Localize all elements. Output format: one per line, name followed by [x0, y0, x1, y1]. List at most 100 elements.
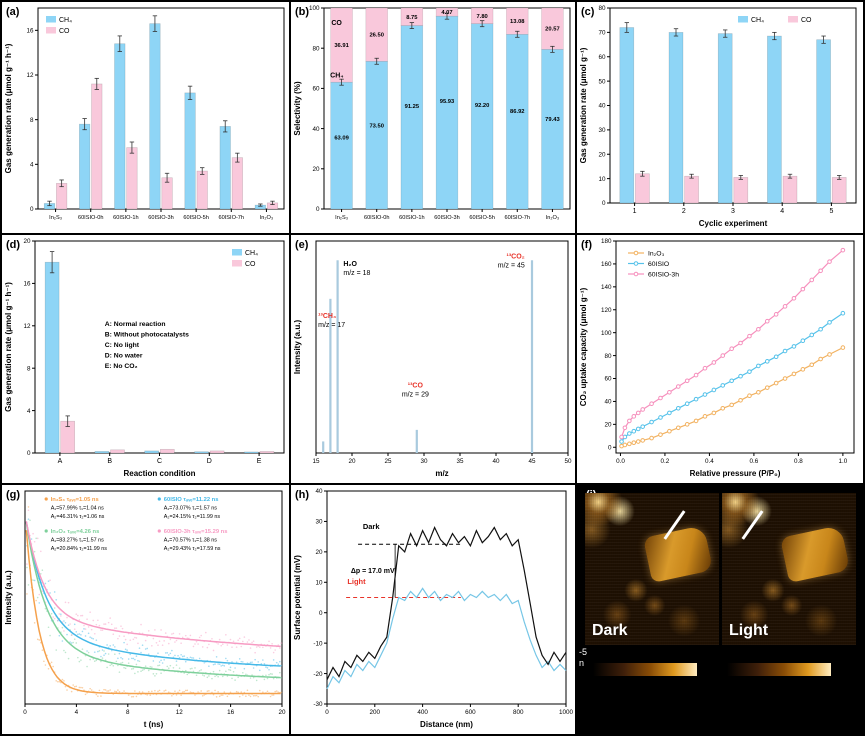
- svg-text:12: 12: [176, 709, 184, 716]
- svg-text:0.4: 0.4: [705, 458, 714, 465]
- svg-text:¹³CH₄: ¹³CH₄: [318, 313, 336, 320]
- svg-text:CO: CO: [801, 17, 812, 24]
- panel-d: 0 4 8 12 16 20 A B C D E CH₄ CO A: Normal reaction B: …: [2, 235, 289, 483]
- svg-text:5: 5: [829, 208, 833, 215]
- svg-text:CH₄: CH₄: [59, 17, 72, 24]
- svg-text:0.6: 0.6: [750, 458, 759, 465]
- svg-text:In₂S₃: In₂S₃: [335, 215, 348, 221]
- panel-c: 0 10 20 30 40 50 60 70 80 1 2 3 4 5 CH₄ CO Gas generatio…: [577, 2, 863, 233]
- svg-text:Intensity (a.u.): Intensity (a.u.): [293, 320, 302, 375]
- svg-text:60: 60: [598, 54, 606, 61]
- panel-g: 0 4 8 12 16 20 In₂S₃ τₐᵥₑ=1.05 ns A₁=57.99% τ₁=…: [2, 485, 289, 734]
- svg-text:7.80: 7.80: [476, 14, 487, 20]
- svg-text:0: 0: [602, 200, 606, 207]
- svg-text:Distance (nm): Distance (nm): [420, 720, 473, 729]
- svg-text:30: 30: [420, 458, 428, 465]
- svg-text:95.93: 95.93: [440, 99, 455, 105]
- svg-text:79.43: 79.43: [545, 117, 560, 123]
- svg-text:CH₄: CH₄: [330, 72, 343, 79]
- svg-text:40: 40: [598, 103, 606, 110]
- svg-text:600: 600: [465, 709, 476, 716]
- svg-text:(a): (a): [6, 6, 20, 18]
- svg-text:40: 40: [312, 126, 320, 133]
- svg-text:60ISIO: 60ISIO: [648, 261, 669, 268]
- svg-text:20: 20: [598, 151, 606, 158]
- svg-text:Gas generation rate (μmol g⁻¹: Gas generation rate (μmol g⁻¹ h⁻¹): [4, 282, 13, 412]
- plot: 0 20 40 60 80 100 In₂S₃ 60ISIO-0h 60ISIO-1h 60ISI…: [309, 5, 571, 221]
- svg-text:1000: 1000: [559, 709, 574, 716]
- svg-text:40: 40: [492, 458, 500, 465]
- panel-a: 0 4 8 12 16 In₂S₃ 60ISIO-0h 60ISIO-1h 60ISIO-3h 6…: [2, 2, 289, 233]
- svg-text:A₂=29.43% τ₂=17.59 ns: A₂=29.43% τ₂=17.59 ns: [164, 546, 221, 552]
- svg-text:60ISIO-1h: 60ISIO-1h: [399, 215, 425, 221]
- svg-text:35: 35: [456, 458, 464, 465]
- svg-text:8: 8: [27, 365, 31, 372]
- svg-text:40: 40: [315, 488, 323, 495]
- svg-text:-30: -30: [313, 701, 323, 708]
- chart-e-mass-spectrum: 15 20 25 30 35 40 45 50 ¹³CH₄ m/z = 17 H₂O m/z = 18…: [293, 239, 572, 478]
- svg-text:45: 45: [528, 458, 536, 465]
- svg-text:60ISIO-7h: 60ISIO-7h: [219, 215, 245, 221]
- svg-text:(b): (b): [295, 6, 309, 18]
- colorbar-dark: [593, 663, 697, 676]
- plot: 0 10 20 30 40 50 60 70 80 1 2 3 4 5 CH₄ CO: [598, 5, 857, 215]
- svg-text:Intensity (a.u.): Intensity (a.u.): [4, 570, 13, 625]
- svg-text:CH₄: CH₄: [751, 17, 764, 24]
- svg-text:-10: -10: [313, 640, 323, 647]
- colorbar-light: [727, 663, 831, 676]
- svg-text:1: 1: [633, 208, 637, 215]
- svg-text:4: 4: [75, 709, 79, 716]
- particle-highlight: [779, 525, 850, 583]
- svg-text:In₂S₃: In₂S₃: [49, 215, 62, 221]
- svg-text:A: A: [58, 458, 63, 465]
- svg-text:20.57: 20.57: [545, 27, 560, 33]
- svg-text:m/z = 45: m/z = 45: [498, 262, 525, 269]
- afm-image-row: Dark Light: [585, 493, 856, 645]
- svg-text:C: No light: C: No light: [105, 342, 140, 349]
- svg-text:50: 50: [564, 458, 572, 465]
- colorbar-side-text: -5 n: [579, 647, 587, 669]
- svg-text:Relative pressure (P/P₀): Relative pressure (P/P₀): [690, 469, 781, 478]
- svg-text:60ISIO-0h: 60ISIO-0h: [364, 215, 390, 221]
- svg-text:0: 0: [325, 709, 329, 716]
- svg-text:(g): (g): [6, 489, 20, 501]
- svg-text:60ISIO-3h: 60ISIO-3h: [434, 215, 460, 221]
- svg-text:60ISIO-5h: 60ISIO-5h: [183, 215, 209, 221]
- svg-text:(c): (c): [581, 6, 595, 18]
- svg-text:86.92: 86.92: [510, 109, 525, 115]
- svg-text:Δp = 17.0 mV: Δp = 17.0 mV: [351, 568, 395, 575]
- chart-g-pl-decay: 0 4 8 12 16 20 In₂S₃ τₐᵥₑ=1.05 ns A₁=57.99% τ₁=…: [4, 489, 286, 729]
- svg-text:60ISIO-5h: 60ISIO-5h: [469, 215, 495, 221]
- svg-text:20: 20: [278, 709, 286, 716]
- afm-caption-dark: Dark: [592, 622, 628, 639]
- svg-text:A₂=46.31% τ₂=1.06 ns: A₂=46.31% τ₂=1.06 ns: [51, 514, 105, 520]
- scan-line-annotation: [741, 510, 764, 540]
- svg-text:A₁=70.57% τ₁=1.38 ns: A₁=70.57% τ₁=1.38 ns: [164, 538, 217, 544]
- svg-text:120: 120: [601, 307, 612, 314]
- svg-text:H₂O: H₂O: [343, 261, 357, 268]
- svg-text:180: 180: [601, 238, 612, 245]
- svg-text:10: 10: [598, 176, 606, 183]
- afm-image-light: Light: [722, 493, 856, 645]
- svg-text:3: 3: [731, 208, 735, 215]
- plot: 15 20 25 30 35 40 45 50 ¹³CH₄ m/z = 17 H₂O m/z = 18…: [312, 240, 572, 465]
- svg-text:(h): (h): [295, 489, 309, 501]
- svg-text:E: No CO₂: E: No CO₂: [105, 363, 138, 370]
- svg-text:8: 8: [126, 709, 130, 716]
- svg-text:C: C: [157, 458, 162, 465]
- panel-i: (i) Dark Light -5 n: [577, 485, 863, 734]
- svg-text:D: No water: D: No water: [105, 352, 143, 359]
- svg-text:60ISIO-7h: 60ISIO-7h: [505, 215, 531, 221]
- svg-text:CH₄: CH₄: [245, 250, 258, 257]
- svg-text:60: 60: [312, 86, 320, 93]
- afm-caption-light: Light: [729, 622, 769, 639]
- chart-a-gas-generation-rate: 0 4 8 12 16 In₂S₃ 60ISIO-0h 60ISIO-1h 60ISIO-3h 6…: [4, 6, 285, 221]
- chart-c-cyclic-experiment: 0 10 20 30 40 50 60 70 80 1 2 3 4 5 CH₄ CO Gas generatio…: [579, 5, 857, 228]
- svg-text:B: B: [107, 458, 112, 465]
- svg-text:20: 20: [604, 422, 612, 429]
- side-text-2: n: [579, 658, 585, 668]
- svg-text:(e): (e): [295, 239, 309, 251]
- svg-text:80: 80: [598, 5, 606, 12]
- svg-text:0.8: 0.8: [794, 458, 803, 465]
